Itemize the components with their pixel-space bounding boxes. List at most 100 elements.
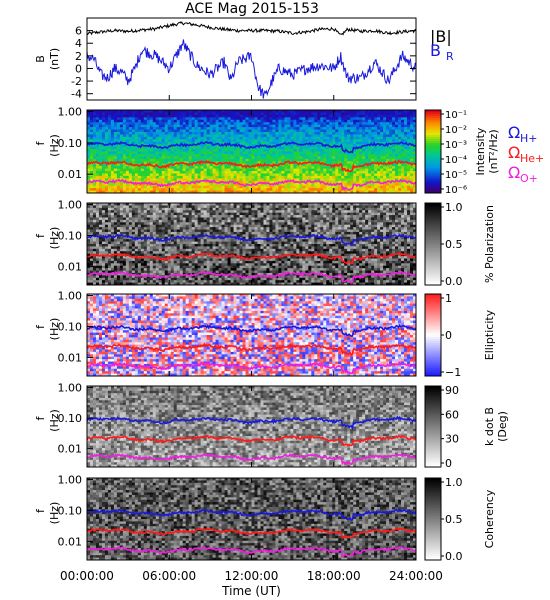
ytick-label: 0.01: [58, 168, 83, 181]
xtick-label: 24:00:00: [389, 569, 443, 583]
ytick-label: 0.01: [58, 351, 83, 364]
colorbar-tick-label: 60: [445, 408, 459, 421]
series-line-0: [86, 21, 417, 36]
y-axis-label: B: [34, 55, 47, 63]
ytick-label: 1.00: [58, 474, 83, 487]
xtick-label: 00:00:00: [60, 569, 114, 583]
colorbar-label: k dot B: [483, 407, 496, 446]
legend-omega: Ω: [508, 123, 520, 142]
legend-omega-subscript: O+: [520, 172, 538, 185]
ytick-label: 0.10: [58, 504, 83, 517]
y-axis-label: f: [34, 324, 47, 329]
legend-b-magnitude: |B|: [430, 27, 452, 46]
legend-omega: Ω: [508, 163, 520, 182]
ytick-label: 0: [75, 62, 82, 75]
gyro-line-o-plus: [86, 545, 417, 558]
legend-omega: Ω: [508, 143, 520, 162]
colorbar-tick-label: 0.0: [445, 550, 463, 563]
y-axis-label: f: [34, 233, 47, 238]
legend-br-subscript: R: [446, 50, 454, 63]
colorbar-tick-label: 10⁻¹: [445, 110, 467, 121]
colorbar-tick-label: 1: [445, 292, 452, 305]
panel-2-image: [87, 110, 417, 194]
y-axis-label: f: [34, 415, 47, 420]
y-axis-label: f: [34, 508, 47, 513]
colorbar-frame: [424, 109, 442, 194]
xtick-label: 12:00:00: [225, 569, 279, 583]
series-b-magnitude: [86, 21, 417, 36]
ytick-label: 0.10: [58, 320, 83, 333]
colorbar-tick-label: −1: [445, 366, 461, 379]
gyro-line-he-plus: [86, 434, 417, 447]
gyro-line-he-plus: [86, 342, 417, 357]
panel-5-image: [87, 386, 417, 468]
ytick-label: 0.01: [58, 443, 83, 456]
colorbar-unit: (nT²/Hz): [487, 129, 500, 173]
colorbar-label: Coherency: [483, 489, 496, 548]
gyro-line-h-plus: [86, 140, 417, 154]
ytick-label: 0.01: [58, 535, 83, 548]
colorbar-tick-label: 10⁻²: [445, 125, 467, 136]
colorbar-tick-label: 0.5: [445, 238, 463, 251]
gyro-line-h-plus: [86, 323, 417, 338]
legend-omega-subscript: H+: [520, 132, 538, 145]
colorbar-frame: [424, 385, 442, 468]
colorbar-label: % Polarization: [483, 205, 496, 283]
panel-6-image: [87, 478, 417, 561]
colorbar-tick-label: 0: [445, 329, 452, 342]
ytick-label: -4: [71, 88, 82, 101]
xtick-label: 06:00:00: [142, 569, 196, 583]
y-axis-unit: (nT): [48, 48, 61, 70]
colorbar-tick-label: 10⁻⁵: [445, 170, 467, 181]
gyro-line-o-plus: [86, 178, 417, 191]
colorbar-tick-label: 1.0: [445, 201, 463, 214]
ytick-label: 1.00: [58, 290, 83, 303]
ytick-label: 0.10: [58, 412, 83, 425]
colorbar-unit: (Deg): [496, 411, 509, 442]
y-axis-unit: (Hz): [48, 409, 61, 432]
chart-title: ACE Mag 2015-153: [185, 1, 319, 17]
ytick-label: 1.00: [58, 382, 83, 395]
gyro-line-he-plus: [86, 527, 417, 539]
colorbar-tick-label: 90: [445, 384, 459, 397]
colorbar-5: [425, 386, 441, 468]
gyro-line-o-plus: [86, 452, 417, 466]
colorbar-tick-label: 30: [445, 433, 459, 446]
ytick-label: 1.00: [58, 199, 83, 212]
gyro-line-h-plus: [86, 508, 417, 522]
colorbar-4: [425, 294, 441, 377]
x-axis-label: Time (UT): [221, 584, 281, 598]
colorbar-3: [425, 203, 441, 286]
gyro-line-o-plus: [86, 270, 417, 284]
y-axis-unit: (Hz): [48, 134, 61, 157]
gyro-line-h-plus: [86, 415, 417, 431]
y-axis-label: f: [34, 140, 47, 145]
colorbar-tick-label: 10⁻⁶: [445, 185, 467, 196]
ytick-label: 6: [75, 25, 82, 38]
y-axis-unit: (Hz): [48, 502, 61, 525]
ytick-label: -2: [71, 75, 82, 88]
colorbar-tick-label: 10⁻³: [445, 140, 467, 151]
gyro-line-he-plus: [86, 159, 417, 173]
colorbar-tick-label: 0.0: [445, 275, 463, 288]
gyro-line-o-plus: [86, 361, 417, 375]
ytick-label: 0.10: [58, 229, 83, 242]
colorbar-tick-label: 0: [445, 457, 452, 470]
ytick-label: 4: [75, 37, 82, 50]
colorbar-6: [425, 478, 441, 561]
colorbar-tick-label: 10⁻⁴: [445, 155, 467, 166]
colorbar-label: Intensity: [474, 127, 487, 175]
y-axis-unit: (Hz): [48, 318, 61, 341]
xtick-label: 18:00:00: [307, 569, 361, 583]
gyro-line-h-plus: [86, 233, 416, 246]
legend-br: B: [430, 41, 441, 60]
ytick-label: 0.01: [58, 260, 83, 273]
ytick-label: 0.10: [58, 137, 83, 150]
legend-omega-subscript: He+: [520, 152, 544, 165]
panel-4-image: [87, 294, 417, 377]
colorbar-tick-label: 0.5: [445, 513, 463, 526]
y-axis-unit: (Hz): [48, 227, 61, 250]
colorbar-label: Ellipticity: [483, 309, 496, 360]
